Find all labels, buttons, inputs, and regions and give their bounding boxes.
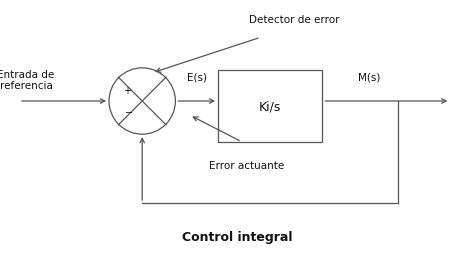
Text: M(s): M(s) xyxy=(358,72,380,83)
Text: E(s): E(s) xyxy=(187,72,207,83)
Text: Detector de error: Detector de error xyxy=(249,15,339,25)
Ellipse shape xyxy=(109,69,175,135)
Text: Control integral: Control integral xyxy=(182,230,292,243)
Text: Entrada de
referencia: Entrada de referencia xyxy=(0,69,55,91)
Text: −: − xyxy=(125,108,133,118)
Text: +: + xyxy=(123,85,131,95)
Text: Ki/s: Ki/s xyxy=(259,100,282,113)
Text: Error actuante: Error actuante xyxy=(209,160,284,170)
Bar xyxy=(218,71,322,142)
